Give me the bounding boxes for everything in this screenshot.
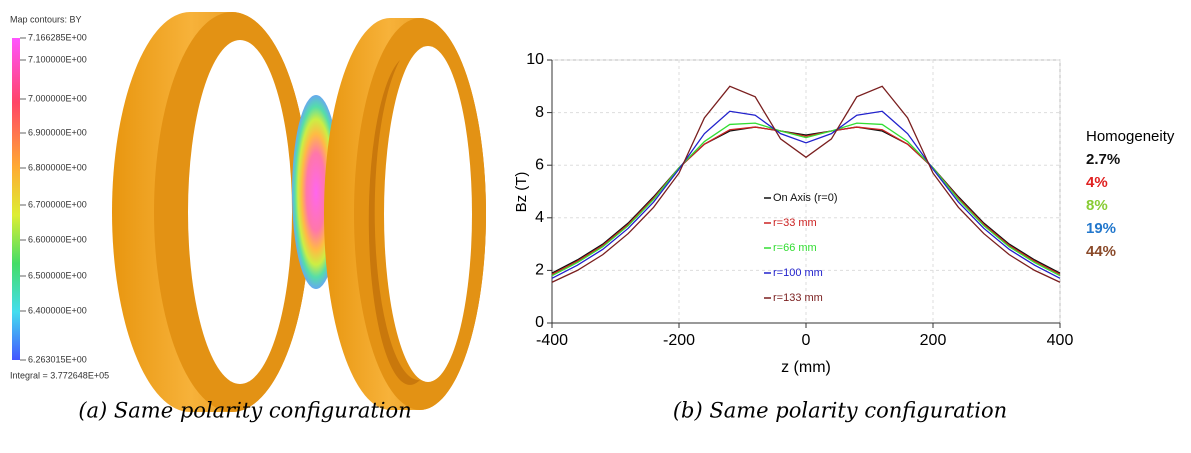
y-tick-label: 4 [535, 209, 544, 226]
colorbar-label: 6.263015E+00 [28, 354, 87, 364]
colorbar-label: 7.000000E+00 [28, 93, 87, 103]
legend-label: On Axis (r=0) [773, 192, 838, 204]
x-tick-label: -400 [536, 332, 568, 349]
y-tick-label: 10 [526, 51, 544, 68]
x-tick-label: 400 [1047, 332, 1074, 349]
colorbar-label: 7.100000E+00 [28, 54, 87, 64]
caption: (a) Same polarity configuration [78, 399, 411, 423]
y-tick-label: 8 [535, 104, 544, 121]
x-tick-label: -200 [663, 332, 695, 349]
y-tick-label: 0 [535, 314, 544, 331]
y-axis-label: Bz (T) [513, 172, 530, 213]
colorbar-label: 6.400000E+00 [28, 305, 87, 315]
colorbar-label: 6.600000E+00 [28, 234, 87, 244]
legend-label: r=100 mm [773, 267, 823, 279]
annotation: 44% [1086, 243, 1116, 260]
caption: (b) Same polarity configuration [673, 399, 1007, 423]
series-line [551, 126, 1061, 275]
legend-label: r=133 mm [773, 292, 823, 304]
annotation: 8% [1086, 197, 1108, 214]
legend-label: r=66 mm [773, 242, 817, 254]
x-tick-label: 200 [920, 332, 947, 349]
colorbar-label: 7.166285E+00 [28, 32, 87, 42]
x-tick-label: 0 [802, 332, 811, 349]
annotation: 2.7% [1086, 151, 1120, 168]
colorbar [12, 38, 20, 360]
series-line [551, 126, 1061, 274]
colorbar-label: 6.500000E+00 [28, 270, 87, 280]
legend-label: r=33 mm [773, 217, 817, 229]
colorbar-label: 6.700000E+00 [28, 199, 87, 209]
ring-right-hole [384, 46, 472, 382]
annotation: 19% [1086, 220, 1116, 237]
ring-left-hole [188, 40, 292, 384]
x-axis-label: z (mm) [781, 359, 831, 376]
annotation-title: Homogeneity [1086, 128, 1175, 145]
colorbar-label: 6.900000E+00 [28, 127, 87, 137]
y-tick-label: 2 [535, 262, 544, 279]
y-tick-label: 6 [535, 156, 544, 173]
series-line [551, 85, 1061, 283]
integral: Integral = 3.772648E+05 [10, 370, 109, 380]
series-line [551, 122, 1061, 277]
coil-render [12, 12, 486, 412]
annotation: 4% [1086, 174, 1108, 191]
ring-right-inner [368, 60, 420, 385]
series-line [551, 110, 1061, 279]
colorbar-label: 6.800000E+00 [28, 162, 87, 172]
colorbar-title: Map contours: BY [10, 14, 82, 24]
